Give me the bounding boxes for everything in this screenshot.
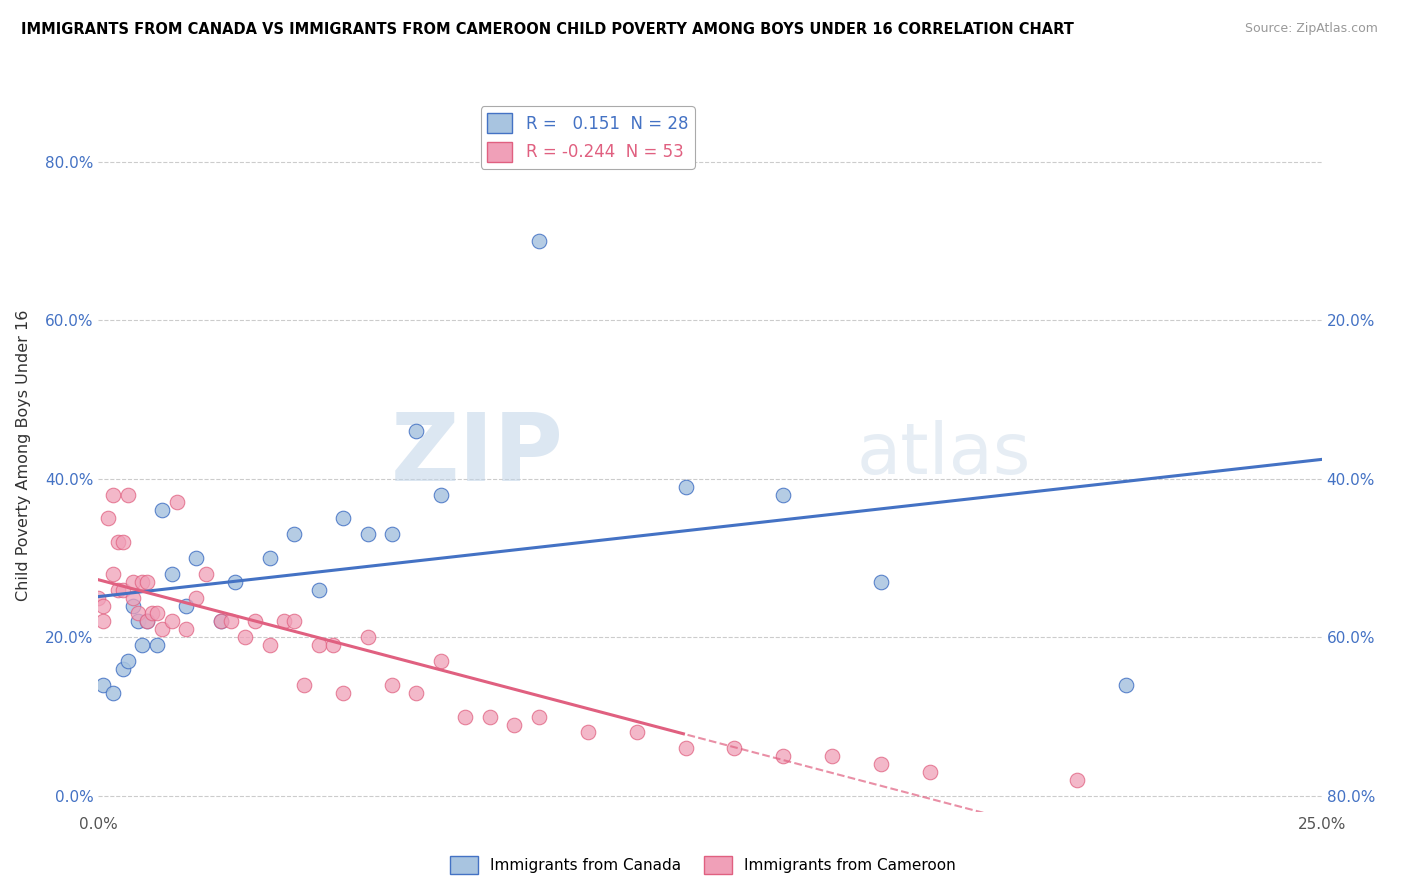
Point xyxy=(243,615,266,629)
Point xyxy=(136,615,159,629)
Point xyxy=(146,607,169,621)
Point xyxy=(186,591,208,605)
Point xyxy=(723,741,745,756)
Point xyxy=(381,527,404,541)
Text: Source: ZipAtlas.com: Source: ZipAtlas.com xyxy=(1244,22,1378,36)
Point xyxy=(166,495,188,509)
Point xyxy=(259,551,281,566)
Point xyxy=(292,678,315,692)
Point xyxy=(1066,772,1088,787)
Point xyxy=(136,574,159,589)
Point xyxy=(131,574,153,589)
Point xyxy=(527,709,550,723)
Point xyxy=(283,615,305,629)
Point xyxy=(136,615,159,629)
Point xyxy=(209,615,232,629)
Point xyxy=(821,749,844,764)
Point xyxy=(283,527,305,541)
Point xyxy=(308,582,330,597)
Point xyxy=(405,686,427,700)
Point xyxy=(405,424,427,438)
Text: IMMIGRANTS FROM CANADA VS IMMIGRANTS FROM CAMEROON CHILD POVERTY AMONG BOYS UNDE: IMMIGRANTS FROM CANADA VS IMMIGRANTS FRO… xyxy=(21,22,1074,37)
Point xyxy=(141,607,163,621)
Point xyxy=(920,765,942,780)
Point xyxy=(150,623,173,637)
Point xyxy=(1115,678,1137,692)
Point xyxy=(576,725,599,739)
Point xyxy=(117,487,139,501)
Point xyxy=(308,638,330,652)
Point xyxy=(772,749,794,764)
Point xyxy=(107,535,129,549)
Point xyxy=(111,582,134,597)
Point xyxy=(91,678,114,692)
Point xyxy=(101,686,124,700)
Point xyxy=(91,599,114,613)
Point xyxy=(101,566,124,581)
Point xyxy=(224,574,246,589)
Point xyxy=(219,615,242,629)
Legend: R =   0.151  N = 28, R = -0.244  N = 53: R = 0.151 N = 28, R = -0.244 N = 53 xyxy=(481,106,695,169)
Point xyxy=(97,511,120,525)
Point xyxy=(127,615,149,629)
Text: atlas: atlas xyxy=(856,420,1031,490)
Point xyxy=(121,599,143,613)
Point xyxy=(273,615,295,629)
Point xyxy=(186,551,208,566)
Point xyxy=(160,615,183,629)
Point xyxy=(131,638,153,652)
Point xyxy=(430,487,453,501)
Point xyxy=(127,607,149,621)
Point xyxy=(195,566,218,581)
Point xyxy=(107,582,129,597)
Point xyxy=(160,566,183,581)
Point xyxy=(111,535,134,549)
Point xyxy=(121,591,143,605)
Point xyxy=(111,662,134,676)
Point xyxy=(332,511,354,525)
Point xyxy=(356,630,378,644)
Y-axis label: Child Poverty Among Boys Under 16: Child Poverty Among Boys Under 16 xyxy=(17,310,31,600)
Point xyxy=(332,686,354,700)
Point xyxy=(259,638,281,652)
Point xyxy=(101,487,124,501)
Point xyxy=(772,487,794,501)
Point xyxy=(146,638,169,652)
Point xyxy=(870,574,893,589)
Point xyxy=(176,599,198,613)
Point xyxy=(430,654,453,668)
Point xyxy=(117,654,139,668)
Text: ZIP: ZIP xyxy=(391,409,564,501)
Point xyxy=(121,574,143,589)
Point xyxy=(454,709,477,723)
Point xyxy=(356,527,378,541)
Point xyxy=(626,725,648,739)
Point xyxy=(675,480,697,494)
Point xyxy=(91,615,114,629)
Point xyxy=(527,234,550,248)
Point xyxy=(478,709,501,723)
Point xyxy=(150,503,173,517)
Point xyxy=(870,757,893,772)
Point xyxy=(381,678,404,692)
Point xyxy=(322,638,344,652)
Legend: Immigrants from Canada, Immigrants from Cameroon: Immigrants from Canada, Immigrants from … xyxy=(444,850,962,880)
Point xyxy=(176,623,198,637)
Point xyxy=(503,717,526,731)
Point xyxy=(87,591,110,605)
Point xyxy=(209,615,232,629)
Point xyxy=(675,741,697,756)
Point xyxy=(233,630,256,644)
